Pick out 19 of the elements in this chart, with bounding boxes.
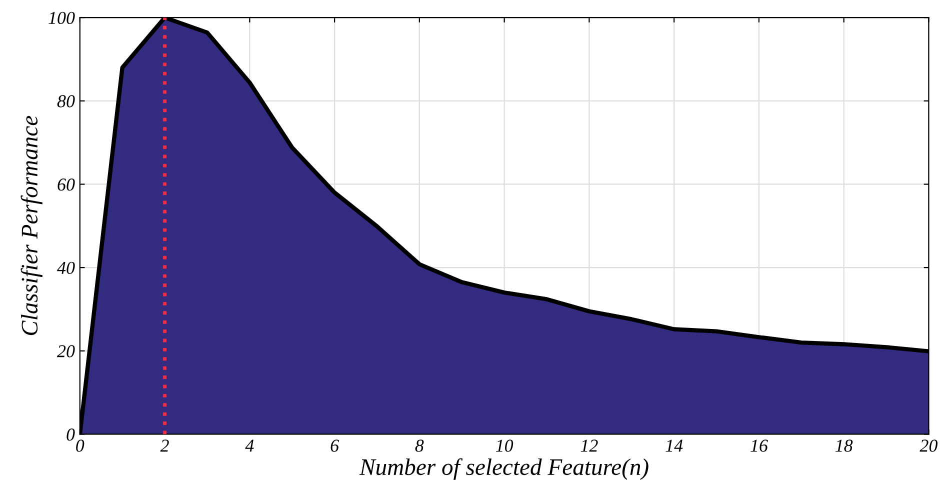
x-tick-label: 16	[750, 440, 768, 452]
x-tick-label: 4	[245, 440, 254, 452]
x-tick-label: 12	[580, 440, 598, 452]
y-tick-label: 100	[48, 12, 75, 24]
x-tick-label: 8	[415, 440, 424, 452]
x-tick-label: 0	[76, 440, 84, 452]
x-tick-label: 14	[666, 440, 683, 452]
x-tick-label: 10	[496, 440, 514, 452]
y-tick-label: 80	[57, 95, 75, 108]
y-tick-label: 0	[66, 428, 75, 441]
x-tick-label: 18	[835, 440, 853, 452]
x-tick-label: 6	[330, 440, 339, 452]
y-tick-label: 20	[56, 345, 75, 358]
y-tick-label: 60	[58, 178, 75, 191]
y-axis-title: Classifier Performance	[20, 116, 42, 336]
x-tick-label: 2	[160, 440, 169, 452]
y-tick-label: 40	[57, 262, 75, 274]
x-axis-title: Number of selected Feature(n)	[359, 458, 648, 480]
x-tick-label: 20	[920, 440, 938, 452]
